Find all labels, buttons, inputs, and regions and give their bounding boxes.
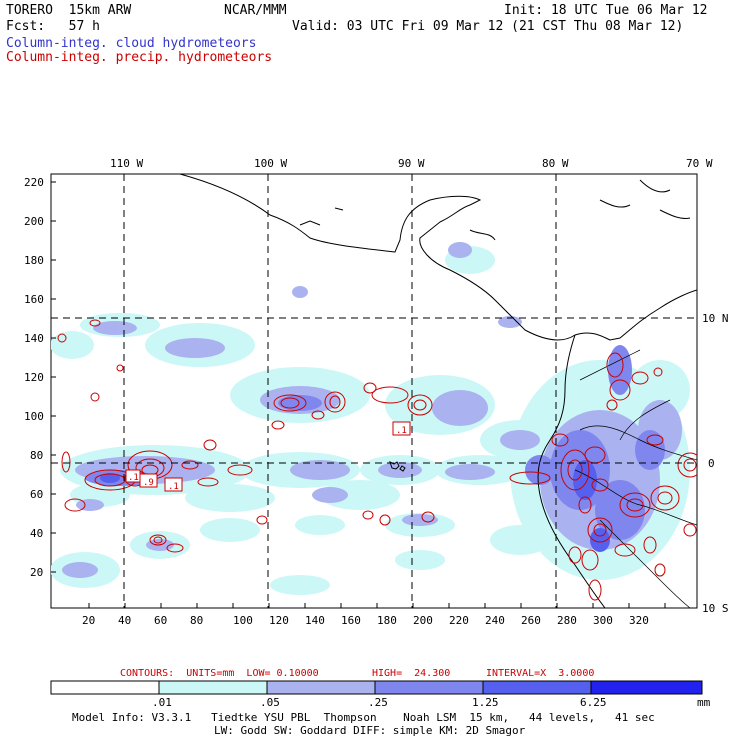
svg-text:.1: .1 xyxy=(168,482,179,492)
svg-text:160: 160 xyxy=(24,293,44,306)
valid-time: Valid: 03 UTC Fri 09 Mar 12 (21 CST Thu … xyxy=(292,19,684,34)
contour-interval: INTERVAL=X 3.0000 xyxy=(486,668,595,679)
svg-text:.01: .01 xyxy=(152,696,172,709)
svg-text:.05: .05 xyxy=(260,696,280,709)
svg-text:40: 40 xyxy=(118,614,131,627)
contour-info: CONTOURS: UNITS=mm LOW= 0.10000 xyxy=(120,668,319,679)
colorbar-labels: .01 .05 .25 1.25 6.25 mm xyxy=(152,696,711,709)
init-time: Init: 18 UTC Tue 06 Mar 12 xyxy=(504,3,708,18)
svg-text:60: 60 xyxy=(30,488,43,501)
svg-text:160: 160 xyxy=(341,614,361,627)
lon-label-110w: 110 W xyxy=(110,157,143,170)
svg-text:300: 300 xyxy=(593,614,613,627)
svg-text:6.25: 6.25 xyxy=(580,696,607,709)
colorbar xyxy=(50,680,703,695)
lat-label-10n: 10 N xyxy=(702,312,729,325)
legend-precip-hydrometeors: Column-integ. precip. hydrometeors xyxy=(6,50,273,65)
svg-text:20: 20 xyxy=(82,614,95,627)
y-axis-ticks: 220 200 180 160 140 120 100 80 60 40 20 xyxy=(24,176,44,579)
contour-label-2: .9 xyxy=(139,473,158,488)
svg-text:1.25: 1.25 xyxy=(472,696,499,709)
svg-text:120: 120 xyxy=(24,371,44,384)
model-title: TORERO 15km ARW xyxy=(6,3,132,18)
x-axis-ticks: 20 40 60 80 100 120 140 160 180 200 220 … xyxy=(82,614,649,627)
lat-label-10s: 10 S xyxy=(702,602,729,615)
legend-cloud-hydrometeors: Column-integ. cloud hydrometeors xyxy=(6,36,257,51)
svg-text:260: 260 xyxy=(521,614,541,627)
svg-text:140: 140 xyxy=(24,332,44,345)
contour-label-1: .1 xyxy=(392,421,411,436)
graticule xyxy=(51,174,697,608)
svg-text:.25: .25 xyxy=(368,696,388,709)
svg-text:180: 180 xyxy=(377,614,397,627)
model-info-line1: Model Info: V3.3.1 Tiedtke YSU PBL Thomp… xyxy=(72,711,655,724)
svg-text:280: 280 xyxy=(557,614,577,627)
svg-text:80: 80 xyxy=(190,614,203,627)
coastlines xyxy=(179,174,697,608)
lat-label-0: 0 xyxy=(708,457,715,470)
contour-label-4: .1 xyxy=(125,469,141,483)
lon-label-70w: 70 W xyxy=(686,157,713,170)
organization: NCAR/MMM xyxy=(224,3,287,18)
y-tick-marks xyxy=(51,181,56,573)
svg-text:.9: .9 xyxy=(143,478,154,488)
svg-text:220: 220 xyxy=(24,176,44,189)
svg-text:320: 320 xyxy=(629,614,649,627)
precip-contours xyxy=(57,319,697,601)
svg-text:.1: .1 xyxy=(396,426,407,436)
svg-text:mm: mm xyxy=(697,696,711,709)
svg-text:180: 180 xyxy=(24,254,44,267)
svg-text:200: 200 xyxy=(413,614,433,627)
svg-text:200: 200 xyxy=(24,215,44,228)
svg-text:20: 20 xyxy=(30,566,43,579)
forecast-hour: Fcst: 57 h xyxy=(6,19,100,34)
contour-high: HIGH= 24.300 xyxy=(372,668,451,679)
contour-label-3: .1 xyxy=(164,477,183,492)
model-info-line2: LW: Godd SW: Goddard DIFF: simple KM: 2D… xyxy=(214,724,526,737)
svg-text:.1: .1 xyxy=(128,473,139,483)
lon-label-80w: 80 W xyxy=(542,157,569,170)
svg-text:80: 80 xyxy=(30,449,43,462)
svg-text:140: 140 xyxy=(305,614,325,627)
svg-text:120: 120 xyxy=(269,614,289,627)
svg-text:60: 60 xyxy=(154,614,167,627)
svg-text:100: 100 xyxy=(233,614,253,627)
svg-text:220: 220 xyxy=(449,614,469,627)
x-tick-marks xyxy=(88,603,666,608)
svg-text:100: 100 xyxy=(24,410,44,423)
lon-label-100w: 100 W xyxy=(254,157,287,170)
svg-text:240: 240 xyxy=(485,614,505,627)
svg-text:40: 40 xyxy=(30,527,43,540)
lon-label-90w: 90 W xyxy=(398,157,425,170)
